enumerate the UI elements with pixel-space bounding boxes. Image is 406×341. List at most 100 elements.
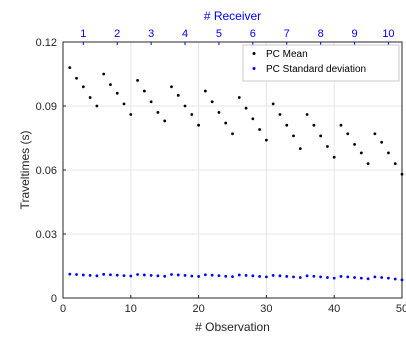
pc-standard-deviation-point — [190, 274, 194, 278]
x-axis-title: # Observation — [195, 320, 270, 334]
pc-standard-deviation-point — [298, 276, 302, 279]
top-tick-label: 5 — [216, 28, 222, 40]
pc-standard-deviation-point — [231, 275, 234, 279]
pc-mean-point — [122, 102, 126, 106]
pc-standard-deviation-point — [332, 276, 336, 280]
pc-mean-point — [265, 138, 268, 142]
pc-mean-point — [258, 128, 262, 131]
legend: PC Mean PC Standard deviation — [242, 44, 400, 82]
pc-standard-deviation-point — [319, 275, 323, 279]
top-tick-label: 10 — [382, 28, 394, 40]
pc-mean-point — [305, 113, 309, 116]
pc-mean-point — [373, 132, 377, 136]
pc-standard-deviation-point — [75, 273, 78, 276]
series-pc-mean — [68, 66, 404, 176]
pc-mean-point — [326, 145, 329, 148]
pc-mean-point — [217, 111, 221, 114]
pc-standard-deviation-point — [149, 273, 153, 277]
pc-mean-point — [109, 83, 112, 87]
pc-mean-point — [115, 91, 119, 95]
pc-mean-point — [170, 85, 173, 89]
pc-standard-deviation-point — [400, 278, 404, 282]
pc-standard-deviation-point — [346, 275, 350, 279]
y-axis-title: Traveltimes (s) — [18, 131, 32, 210]
axis-ticks: 0 10 20 30 40 50 0 0.03 0.06 0.09 0.12 1 2 3 4 5 6 7 8 9 10 — [36, 28, 406, 315]
pc-standard-deviation-point — [203, 273, 207, 277]
pc-mean-point — [156, 111, 160, 114]
legend-label-pc-mean: PC Mean — [266, 49, 308, 60]
pc-mean-point — [197, 123, 201, 127]
pc-mean-point — [102, 72, 106, 76]
y-tick-label: 0 — [51, 293, 57, 305]
pc-standard-deviation-point — [373, 275, 377, 279]
pc-mean-point — [339, 123, 343, 127]
legend-box — [242, 44, 400, 82]
pc-standard-deviation-point — [217, 274, 221, 277]
pc-standard-deviation-point — [136, 273, 139, 276]
x-tick-label: 10 — [125, 303, 137, 315]
pc-standard-deviation-point — [353, 276, 356, 279]
pc-standard-deviation-point — [359, 276, 363, 280]
y-tick-label: 0.09 — [36, 101, 57, 113]
series-pc-standard-deviation — [68, 272, 404, 282]
legend-marker-pc-mean — [252, 52, 256, 55]
pc-mean-point — [75, 76, 78, 80]
pc-standard-deviation-point — [224, 274, 228, 278]
pc-mean-point — [231, 132, 234, 136]
pc-mean-point — [224, 121, 228, 125]
pc-standard-deviation-point — [109, 273, 112, 277]
top-tick-label: 9 — [351, 28, 357, 40]
pc-mean-point — [332, 155, 336, 159]
pc-standard-deviation-point — [278, 274, 282, 278]
pc-mean-point — [190, 113, 194, 116]
pc-standard-deviation-point — [387, 276, 390, 280]
data-series — [68, 66, 404, 282]
pc-standard-deviation-point — [163, 274, 167, 278]
top-tick-label: 4 — [182, 28, 188, 40]
pc-mean-point — [271, 102, 275, 106]
pc-standard-deviation-point — [170, 273, 173, 276]
pc-mean-point — [346, 132, 350, 136]
pc-standard-deviation-point — [271, 273, 275, 277]
pc-mean-point — [319, 134, 323, 138]
pc-standard-deviation-point — [265, 275, 268, 279]
pc-mean-point — [203, 89, 207, 93]
pc-mean-point — [237, 96, 241, 99]
pc-standard-deviation-point — [197, 275, 201, 278]
pc-standard-deviation-point — [237, 273, 241, 277]
pc-standard-deviation-point — [176, 273, 180, 277]
pc-standard-deviation-point — [88, 273, 92, 277]
pc-standard-deviation-point — [244, 273, 248, 277]
pc-mean-point — [278, 113, 282, 116]
pc-standard-deviation-point — [81, 273, 85, 277]
pc-standard-deviation-point — [156, 274, 160, 278]
pc-mean-point — [285, 123, 289, 127]
pc-standard-deviation-point — [258, 275, 262, 278]
x-tick-label: 30 — [260, 303, 272, 315]
pc-standard-deviation-point — [251, 274, 255, 278]
pc-standard-deviation-point — [339, 275, 343, 278]
pc-mean-point — [149, 100, 153, 104]
pc-standard-deviation-point — [68, 272, 72, 276]
y-tick-label: 0.03 — [36, 229, 57, 241]
pc-mean-point — [210, 100, 214, 104]
pc-standard-deviation-point — [183, 273, 187, 277]
pc-mean-point — [68, 66, 72, 69]
legend-marker-pc-standard-deviation — [252, 67, 256, 70]
pc-standard-deviation-point — [95, 274, 99, 278]
pc-mean-point — [251, 117, 255, 121]
pc-standard-deviation-point — [380, 276, 384, 279]
top-tick-label: 6 — [250, 28, 256, 40]
pc-mean-point — [81, 85, 85, 89]
pc-mean-point — [292, 134, 295, 138]
pc-mean-point — [163, 119, 167, 123]
top-tick-label: 1 — [80, 28, 86, 40]
pc-standard-deviation-point — [312, 274, 316, 278]
pc-standard-deviation-point — [326, 276, 329, 279]
pc-mean-point — [88, 96, 92, 99]
pc-standard-deviation-point — [115, 273, 119, 277]
pc-standard-deviation-point — [122, 274, 126, 277]
pc-standard-deviation-point — [305, 274, 309, 278]
pc-mean-point — [380, 140, 384, 144]
